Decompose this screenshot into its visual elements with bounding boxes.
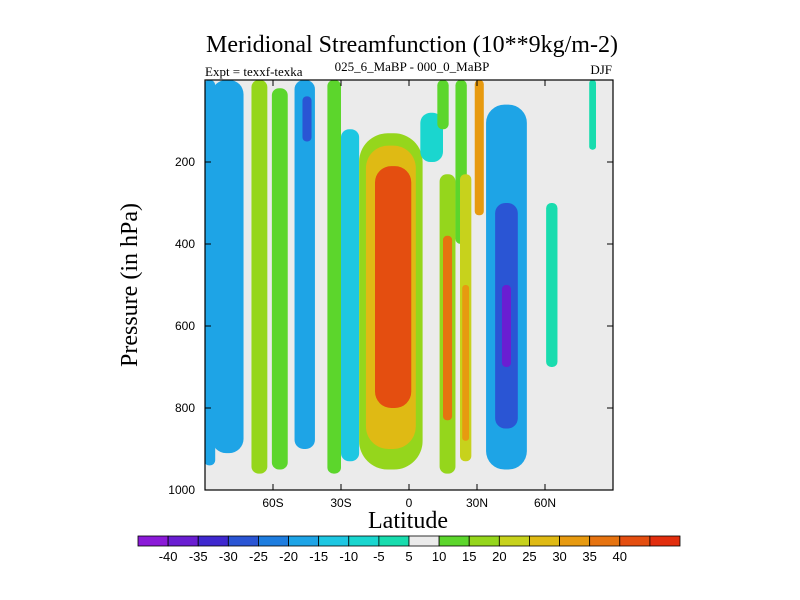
colorbar-label: -5	[373, 549, 385, 564]
colorbar-label: -35	[189, 549, 208, 564]
y-tick-label: 1000	[168, 483, 195, 497]
colorbar-label: -20	[279, 549, 298, 564]
colorbar-swatch	[559, 535, 591, 547]
colorbar-swatch	[288, 535, 320, 547]
colorbar-swatch	[137, 535, 169, 547]
contour-band	[341, 129, 360, 462]
colorbar-swatch	[378, 535, 410, 547]
x-axis: 60S 30S 0 30N 60N	[262, 80, 556, 510]
colorbar: -40 -35 -30 -25 -20 -15 -10 -5 5 10 15 20 25 30 35 40	[137, 535, 681, 564]
colorbar-label: 25	[522, 549, 536, 564]
x-tick-label: 30S	[330, 496, 351, 510]
contour-band	[420, 112, 443, 162]
contour-band	[474, 80, 484, 216]
colorbar-label: -15	[309, 549, 328, 564]
colorbar-swatch	[589, 535, 621, 547]
colorbar-swatch	[167, 535, 199, 547]
contour-band	[211, 80, 244, 454]
y-tick-label: 800	[175, 401, 195, 415]
colorbar-swatch	[258, 535, 289, 547]
colorbar-label: -25	[249, 549, 268, 564]
colorbar-swatch	[649, 535, 681, 547]
colorbar-label: -10	[339, 549, 358, 564]
contour-band	[327, 80, 341, 474]
colorbar-label: 10	[432, 549, 446, 564]
contour-band	[546, 203, 558, 367]
chart-subtitle-right: DJF	[590, 62, 612, 77]
contour-band	[589, 80, 596, 150]
contour-band	[375, 166, 412, 408]
colorbar-swatch	[227, 535, 259, 547]
x-axis-label: Latitude	[368, 508, 448, 534]
colorbar-swatch	[438, 535, 470, 547]
y-axis-label: Pressure (in hPa)	[117, 203, 143, 367]
chart-title: Meridional Streamfunction (10**9kg/m-2)	[206, 32, 618, 58]
colorbar-swatch	[408, 535, 440, 547]
chart-subtitle-left: Expt = texxf-texka	[205, 64, 303, 79]
colorbar-label: -40	[159, 549, 178, 564]
contour-band	[302, 96, 312, 142]
contour-field	[205, 80, 613, 490]
x-tick-label: 60S	[262, 496, 283, 510]
x-tick-label: 30N	[466, 496, 488, 510]
contour-bands	[205, 80, 596, 474]
y-tick-label: 400	[175, 237, 195, 251]
x-tick-label: 60N	[534, 496, 556, 510]
colorbar-label: 35	[582, 549, 596, 564]
colorbar-swatch	[318, 535, 350, 547]
chart-subtitle-center: 025_6_MaBP - 000_0_MaBP	[335, 59, 490, 74]
contour-band	[462, 285, 470, 441]
contour-band	[294, 80, 315, 449]
contour-band	[251, 80, 268, 474]
colorbar-label: 40	[613, 549, 627, 564]
colorbar-swatch	[348, 535, 380, 547]
colorbar-label: 20	[492, 549, 506, 564]
colorbar-label: 5	[405, 549, 412, 564]
y-tick-label: 200	[175, 155, 195, 169]
contour-band	[271, 88, 288, 470]
colorbar-swatch	[498, 535, 530, 547]
colorbar-label: 30	[552, 549, 566, 564]
colorbar-swatch	[619, 535, 651, 547]
colorbar-swatch	[197, 535, 229, 547]
contour-band	[437, 80, 449, 130]
x-tick-label: 0	[406, 496, 413, 510]
colorbar-label: 15	[462, 549, 476, 564]
contour-band	[443, 235, 453, 421]
colorbar-label: -30	[219, 549, 238, 564]
y-axis: 200 400 600 800 1000	[168, 155, 613, 497]
contour-band	[501, 285, 511, 367]
y-tick-label: 600	[175, 319, 195, 333]
colorbar-swatch	[468, 535, 500, 547]
colorbar-swatch	[529, 535, 560, 547]
